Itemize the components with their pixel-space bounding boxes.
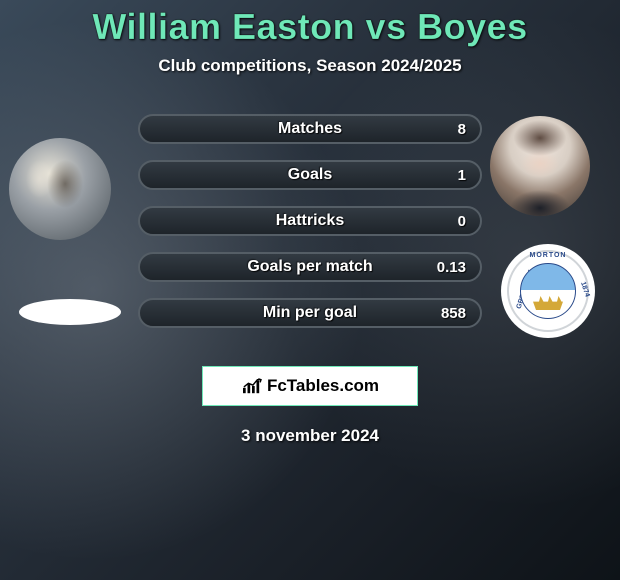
- badge-ship-icon: [533, 296, 563, 310]
- badge-text-top: MORTON: [501, 252, 595, 259]
- stat-right-value: 858: [441, 305, 466, 322]
- stat-row: Hattricks 0: [138, 206, 482, 236]
- logo-box: FcTables.com: [202, 366, 418, 406]
- stat-row: Goals 1: [138, 160, 482, 190]
- stat-label: Hattricks: [140, 212, 480, 230]
- stat-right-value: 8: [458, 121, 466, 138]
- stat-bars: Matches 8 Goals 1 Hattricks 0 Goals per …: [138, 114, 482, 344]
- stat-right-value: 0: [458, 213, 466, 230]
- stat-label: Goals per match: [140, 258, 480, 276]
- chart-icon: [241, 377, 263, 395]
- subtitle: Club competitions, Season 2024/2025: [0, 56, 620, 76]
- logo-text: FcTables.com: [267, 376, 379, 396]
- stat-row: Min per goal 858: [138, 298, 482, 328]
- club-badge: MORTON GREENOCK 1874: [501, 244, 595, 338]
- stat-label: Goals: [140, 166, 480, 184]
- stats-area: MORTON GREENOCK 1874 Matches 8 Goals 1 H…: [0, 114, 620, 344]
- content-root: William Easton vs Boyes Club competition…: [0, 0, 620, 580]
- stat-label: Min per goal: [140, 304, 480, 322]
- player-left-avatar: [9, 138, 111, 240]
- player-left-shadow: [19, 299, 121, 325]
- player-right-avatar: [490, 116, 590, 216]
- stat-right-value: 0.13: [437, 259, 466, 276]
- stat-row: Matches 8: [138, 114, 482, 144]
- badge-core: [520, 263, 576, 319]
- date-text: 3 november 2024: [0, 426, 620, 446]
- stat-right-value: 1: [458, 167, 466, 184]
- stat-label: Matches: [140, 120, 480, 138]
- page-title: William Easton vs Boyes: [0, 6, 620, 48]
- stat-row: Goals per match 0.13: [138, 252, 482, 282]
